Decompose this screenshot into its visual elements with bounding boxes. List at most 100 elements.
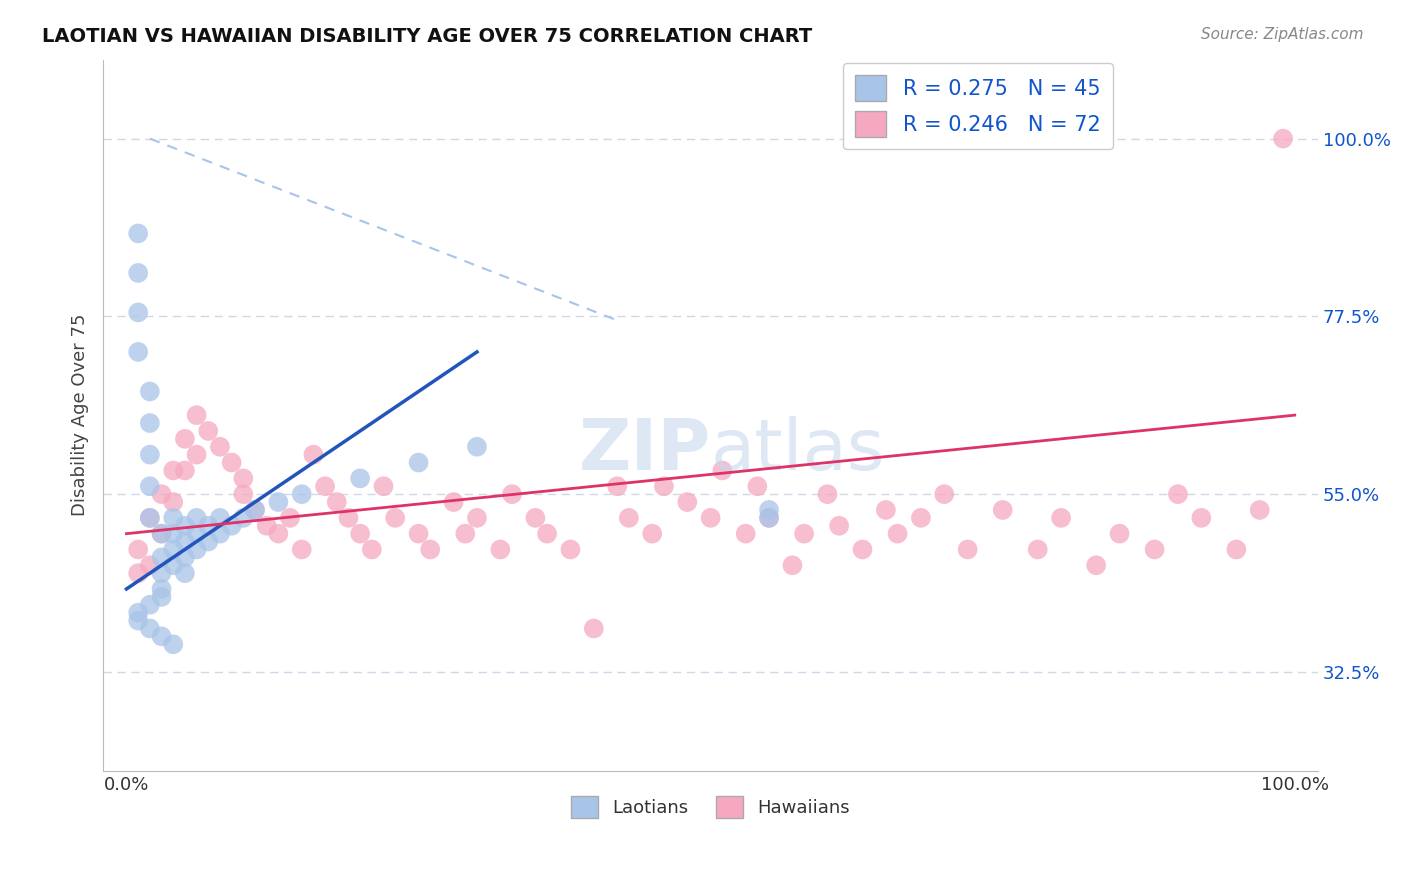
Point [127, 305, 149, 319]
Point [278, 511, 301, 525]
Point [174, 550, 197, 565]
Point [127, 266, 149, 280]
Point [1026, 542, 1049, 557]
Y-axis label: Disability Age Over 75: Disability Age Over 75 [72, 314, 89, 516]
Text: atlas: atlas [710, 417, 884, 485]
Point [291, 487, 314, 501]
Point [186, 542, 208, 557]
Point [127, 345, 149, 359]
Point [291, 542, 314, 557]
Point [186, 448, 208, 462]
Point [1085, 558, 1108, 573]
Point [150, 550, 173, 565]
Point [606, 479, 628, 493]
Point [699, 511, 721, 525]
Point [150, 566, 173, 581]
Point [267, 495, 290, 509]
Point [747, 479, 769, 493]
Point [465, 440, 488, 454]
Point [150, 582, 173, 596]
Point [734, 526, 756, 541]
Point [197, 518, 219, 533]
Point [373, 479, 395, 493]
Point [1272, 131, 1295, 145]
Point [127, 566, 149, 581]
Point [162, 542, 184, 557]
Point [934, 487, 956, 501]
Point [1225, 542, 1247, 557]
Point [793, 526, 815, 541]
Point [139, 416, 162, 430]
Point [127, 606, 149, 620]
Point [782, 558, 804, 573]
Point [256, 518, 278, 533]
Point [197, 534, 219, 549]
Point [150, 526, 173, 541]
Point [956, 542, 979, 557]
Point [337, 511, 360, 525]
Legend: Laotians, Hawaiians: Laotians, Hawaiians [564, 789, 858, 826]
Point [758, 503, 780, 517]
Point [676, 495, 699, 509]
Point [162, 558, 184, 573]
Point [886, 526, 908, 541]
Point [711, 463, 734, 477]
Point [127, 614, 149, 628]
Point [560, 542, 582, 557]
Point [186, 526, 208, 541]
Point [150, 487, 173, 501]
Point [1050, 511, 1073, 525]
Point [186, 511, 208, 525]
Point [162, 463, 184, 477]
Point [150, 590, 173, 604]
Point [326, 495, 349, 509]
Point [758, 511, 780, 525]
Point [875, 503, 897, 517]
Point [232, 511, 254, 525]
Point [419, 542, 441, 557]
Point [162, 511, 184, 525]
Point [232, 471, 254, 485]
Point [454, 526, 477, 541]
Point [408, 456, 430, 470]
Point [443, 495, 465, 509]
Point [150, 629, 173, 643]
Point [139, 511, 162, 525]
Point [139, 558, 162, 573]
Point [349, 526, 371, 541]
Point [174, 518, 197, 533]
Point [221, 456, 243, 470]
Point [652, 479, 675, 493]
Point [139, 384, 162, 399]
Point [127, 227, 149, 241]
Point [314, 479, 336, 493]
Point [267, 526, 290, 541]
Point [127, 542, 149, 557]
Text: LAOTIAN VS HAWAIIAN DISABILITY AGE OVER 75 CORRELATION CHART: LAOTIAN VS HAWAIIAN DISABILITY AGE OVER … [42, 27, 813, 45]
Point [302, 448, 325, 462]
Point [208, 440, 231, 454]
Text: ZIP: ZIP [578, 417, 710, 485]
Point [360, 542, 382, 557]
Point [186, 408, 208, 422]
Point [582, 622, 605, 636]
Point [243, 503, 266, 517]
Point [1249, 503, 1271, 517]
Point [208, 526, 231, 541]
Point [501, 487, 523, 501]
Point [817, 487, 839, 501]
Point [174, 432, 197, 446]
Point [408, 526, 430, 541]
Point [150, 526, 173, 541]
Text: Source: ZipAtlas.com: Source: ZipAtlas.com [1201, 27, 1364, 42]
Point [851, 542, 873, 557]
Point [139, 448, 162, 462]
Point [641, 526, 664, 541]
Point [991, 503, 1014, 517]
Point [197, 424, 219, 438]
Point [232, 487, 254, 501]
Point [828, 518, 851, 533]
Point [208, 511, 231, 525]
Point [465, 511, 488, 525]
Point [384, 511, 406, 525]
